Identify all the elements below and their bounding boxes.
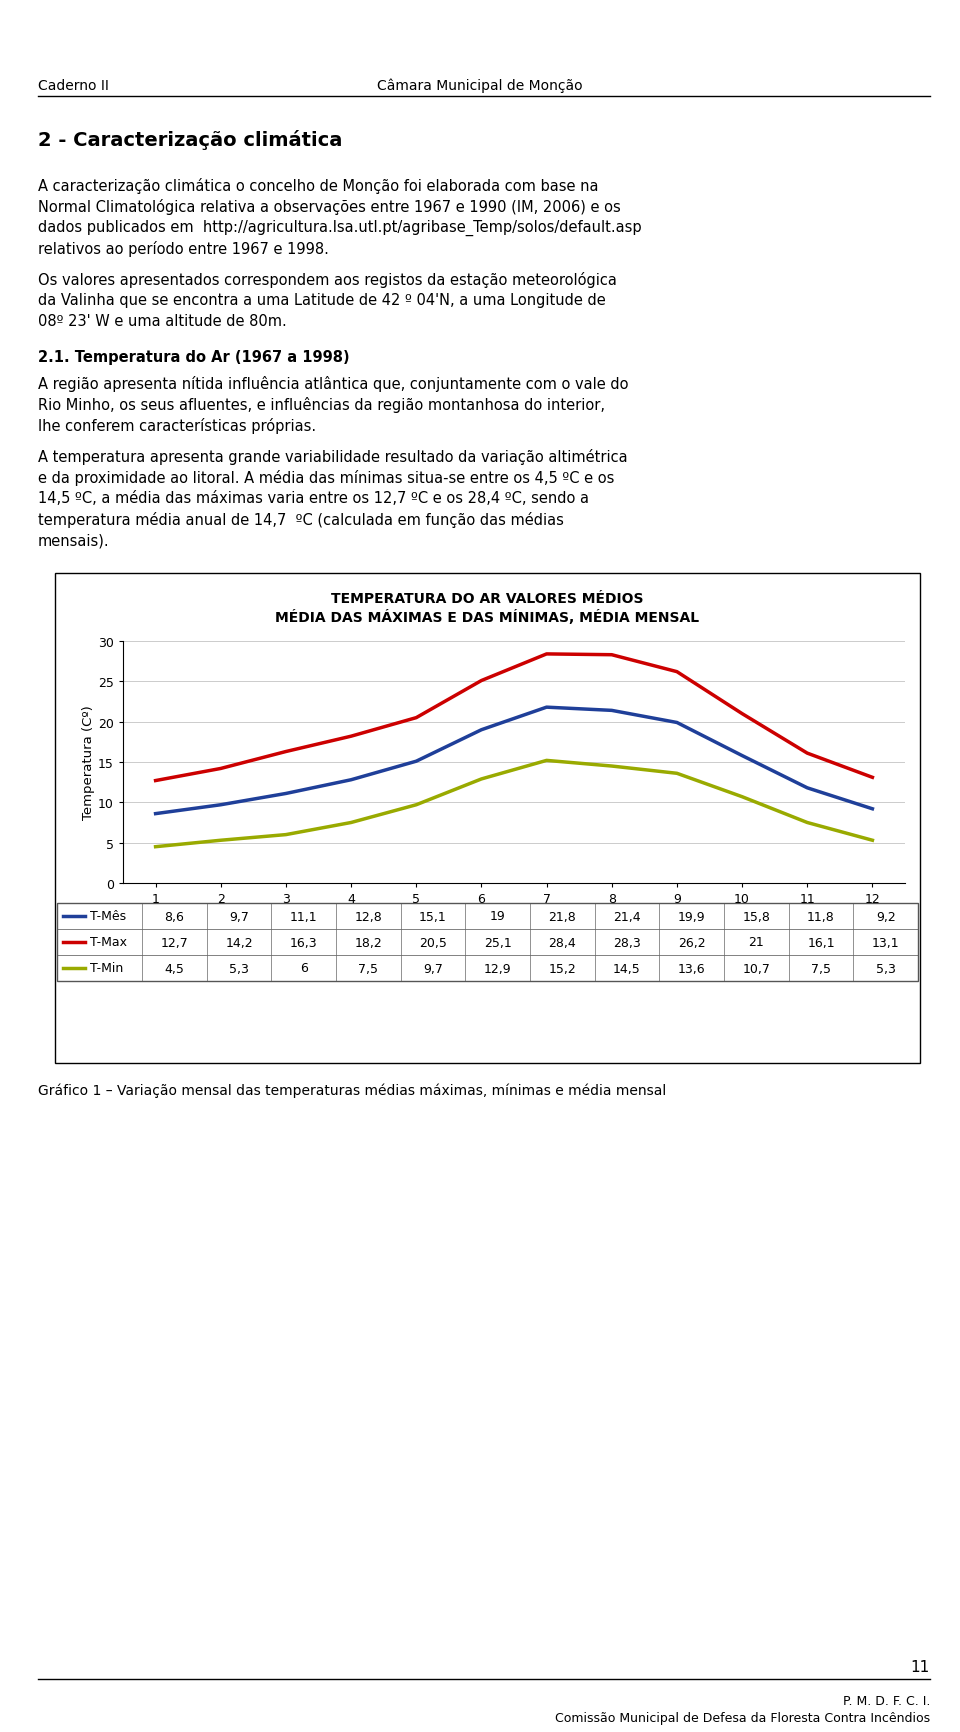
Text: e da proximidade ao litoral. A média das mínimas situa-se entre os 4,5 ºC e os: e da proximidade ao litoral. A média das… bbox=[38, 469, 614, 485]
Text: 10,7: 10,7 bbox=[742, 961, 770, 975]
Text: A região apresenta nítida influência atlântica que, conjuntamente com o vale do: A região apresenta nítida influência atl… bbox=[38, 376, 629, 391]
Bar bbox=[57, 904, 918, 930]
Text: Câmara Municipal de Monção: Câmara Municipal de Monção bbox=[377, 78, 583, 94]
Text: 08º 23' W e uma altitude de 80m.: 08º 23' W e uma altitude de 80m. bbox=[38, 313, 287, 329]
Text: 21: 21 bbox=[749, 935, 764, 949]
Text: A temperatura apresenta grande variabilidade resultado da variação altimétrica: A temperatura apresenta grande variabili… bbox=[38, 449, 628, 464]
Bar bbox=[57, 956, 918, 982]
Text: 5,3: 5,3 bbox=[229, 961, 249, 975]
Text: 20,5: 20,5 bbox=[420, 935, 447, 949]
Text: 7,5: 7,5 bbox=[811, 961, 831, 975]
Text: 11,8: 11,8 bbox=[807, 909, 835, 923]
Text: A caracterização climática o concelho de Monção foi elaborada com base na: A caracterização climática o concelho de… bbox=[38, 178, 598, 194]
Text: lhe conferem características próprias.: lhe conferem características próprias. bbox=[38, 417, 316, 433]
Text: mensais).: mensais). bbox=[38, 533, 109, 547]
Text: TEMPERATURA DO AR VALORES MÉDIOS: TEMPERATURA DO AR VALORES MÉDIOS bbox=[331, 592, 644, 606]
Text: T-Mês: T-Mês bbox=[90, 909, 126, 923]
Text: dados publicados em  http://agricultura.lsa.utl.pt/agribase_Temp/solos/default.a: dados publicados em http://agricultura.l… bbox=[38, 220, 641, 236]
Text: 2 - Caracterização climática: 2 - Caracterização climática bbox=[38, 130, 343, 151]
Text: 13,1: 13,1 bbox=[872, 935, 900, 949]
Text: 8,6: 8,6 bbox=[164, 909, 184, 923]
Text: 6: 6 bbox=[300, 961, 307, 975]
Text: 7,5: 7,5 bbox=[358, 961, 378, 975]
Text: 4,5: 4,5 bbox=[164, 961, 184, 975]
Text: 9,2: 9,2 bbox=[876, 909, 896, 923]
Text: 16,3: 16,3 bbox=[290, 935, 318, 949]
Text: P. M. D. F. C. I.: P. M. D. F. C. I. bbox=[843, 1694, 930, 1708]
Text: MÉDIA DAS MÁXIMAS E DAS MÍNIMAS, MÉDIA MENSAL: MÉDIA DAS MÁXIMAS E DAS MÍNIMAS, MÉDIA M… bbox=[276, 610, 700, 625]
Text: 19: 19 bbox=[490, 909, 506, 923]
Text: 14,5 ºC, a média das máximas varia entre os 12,7 ºC e os 28,4 ºC, sendo a: 14,5 ºC, a média das máximas varia entre… bbox=[38, 490, 589, 506]
Text: 5,3: 5,3 bbox=[876, 961, 896, 975]
Text: 14,5: 14,5 bbox=[613, 961, 641, 975]
Text: 19,9: 19,9 bbox=[678, 909, 706, 923]
Y-axis label: Temperatura (Cº): Temperatura (Cº) bbox=[83, 705, 95, 819]
Text: T-Max: T-Max bbox=[90, 935, 127, 949]
Text: 14,2: 14,2 bbox=[226, 935, 252, 949]
Text: 15,2: 15,2 bbox=[548, 961, 576, 975]
Text: Os valores apresentados correspondem aos registos da estação meteorológica: Os valores apresentados correspondem aos… bbox=[38, 272, 617, 288]
Text: Gráfico 1 – Variação mensal das temperaturas médias máximas, mínimas e média men: Gráfico 1 – Variação mensal das temperat… bbox=[38, 1084, 666, 1098]
Text: relativos ao período entre 1967 e 1998.: relativos ao período entre 1967 e 1998. bbox=[38, 241, 329, 256]
Text: 28,3: 28,3 bbox=[613, 935, 641, 949]
Bar bbox=[55, 573, 920, 1063]
Text: 15,1: 15,1 bbox=[420, 909, 446, 923]
Text: 9,7: 9,7 bbox=[229, 909, 249, 923]
Text: Caderno II: Caderno II bbox=[38, 80, 108, 94]
Text: 18,2: 18,2 bbox=[354, 935, 382, 949]
Text: 28,4: 28,4 bbox=[548, 935, 576, 949]
Text: 12,8: 12,8 bbox=[354, 909, 382, 923]
Text: Rio Minho, os seus afluentes, e influências da região montanhosa do interior,: Rio Minho, os seus afluentes, e influênc… bbox=[38, 397, 605, 412]
Text: 12,9: 12,9 bbox=[484, 961, 512, 975]
Text: 13,6: 13,6 bbox=[678, 961, 706, 975]
Text: da Valinha que se encontra a uma Latitude de 42 º 04'N, a uma Longitude de: da Valinha que se encontra a uma Latitud… bbox=[38, 293, 606, 308]
Text: 21,4: 21,4 bbox=[613, 909, 641, 923]
Text: 2.1. Temperatura do Ar (1967 a 1998): 2.1. Temperatura do Ar (1967 a 1998) bbox=[38, 350, 349, 365]
Text: Normal Climatológica relativa a observações entre 1967 e 1990 (IM, 2006) e os: Normal Climatológica relativa a observaç… bbox=[38, 199, 621, 215]
Text: Comissão Municipal de Defesa da Floresta Contra Incêndios: Comissão Municipal de Defesa da Floresta… bbox=[555, 1711, 930, 1723]
Text: 15,8: 15,8 bbox=[742, 909, 770, 923]
Text: 26,2: 26,2 bbox=[678, 935, 706, 949]
Bar bbox=[57, 930, 918, 956]
Text: 9,7: 9,7 bbox=[423, 961, 443, 975]
Text: 12,7: 12,7 bbox=[160, 935, 188, 949]
Text: T-Min: T-Min bbox=[90, 961, 123, 975]
Text: temperatura média anual de 14,7  ºC (calculada em função das médias: temperatura média anual de 14,7 ºC (calc… bbox=[38, 511, 564, 528]
Text: 11,1: 11,1 bbox=[290, 909, 318, 923]
Text: 21,8: 21,8 bbox=[548, 909, 576, 923]
Bar bbox=[57, 904, 918, 982]
Text: 25,1: 25,1 bbox=[484, 935, 512, 949]
Text: 16,1: 16,1 bbox=[807, 935, 835, 949]
Text: 11: 11 bbox=[911, 1659, 930, 1675]
